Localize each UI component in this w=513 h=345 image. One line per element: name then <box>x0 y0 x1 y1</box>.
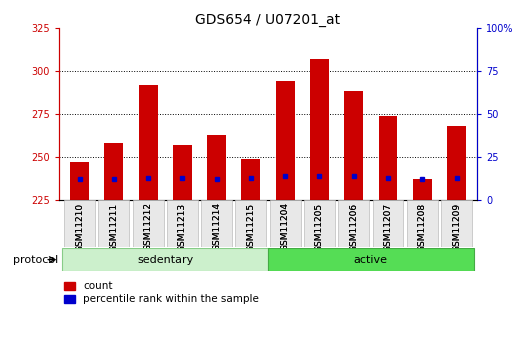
Text: GSM11211: GSM11211 <box>109 203 119 252</box>
Text: GSM11205: GSM11205 <box>315 203 324 252</box>
Text: GSM11210: GSM11210 <box>75 203 84 252</box>
FancyBboxPatch shape <box>167 200 198 247</box>
Bar <box>268 248 473 271</box>
FancyBboxPatch shape <box>372 200 403 247</box>
Legend: count, percentile rank within the sample: count, percentile rank within the sample <box>64 281 259 304</box>
Text: GSM11207: GSM11207 <box>384 203 392 252</box>
Bar <box>105 143 123 200</box>
FancyBboxPatch shape <box>133 200 164 247</box>
Bar <box>344 91 363 200</box>
Text: GSM11206: GSM11206 <box>349 203 358 252</box>
FancyBboxPatch shape <box>64 200 95 247</box>
FancyBboxPatch shape <box>235 200 266 247</box>
FancyBboxPatch shape <box>98 200 129 247</box>
Text: GSM11209: GSM11209 <box>452 203 461 252</box>
Text: protocol: protocol <box>13 255 58 265</box>
Bar <box>447 126 466 200</box>
Text: sedentary: sedentary <box>137 255 193 265</box>
Text: GSM11206: GSM11206 <box>349 203 358 252</box>
FancyBboxPatch shape <box>201 200 232 247</box>
Text: GSM11213: GSM11213 <box>178 203 187 252</box>
Text: GSM11215: GSM11215 <box>246 203 255 252</box>
Text: GSM11205: GSM11205 <box>315 203 324 252</box>
FancyBboxPatch shape <box>270 200 301 247</box>
Text: GSM11209: GSM11209 <box>452 203 461 252</box>
Bar <box>139 85 157 200</box>
Text: GSM11214: GSM11214 <box>212 203 221 252</box>
Text: GSM11210: GSM11210 <box>75 203 84 252</box>
Bar <box>70 162 89 200</box>
Text: active: active <box>354 255 388 265</box>
Text: GSM11207: GSM11207 <box>384 203 392 252</box>
FancyBboxPatch shape <box>441 200 472 247</box>
Text: GSM11212: GSM11212 <box>144 203 152 252</box>
Bar <box>242 159 260 200</box>
Text: GSM11208: GSM11208 <box>418 203 427 252</box>
Bar <box>207 135 226 200</box>
FancyBboxPatch shape <box>407 200 438 247</box>
Text: GSM11204: GSM11204 <box>281 203 290 252</box>
FancyBboxPatch shape <box>304 200 335 247</box>
Text: GSM11215: GSM11215 <box>246 203 255 252</box>
Bar <box>276 81 294 200</box>
Bar <box>173 145 192 200</box>
Text: GSM11213: GSM11213 <box>178 203 187 252</box>
Text: GSM11211: GSM11211 <box>109 203 119 252</box>
Bar <box>310 59 329 200</box>
Text: GSM11204: GSM11204 <box>281 203 290 252</box>
FancyBboxPatch shape <box>338 200 369 247</box>
Title: GDS654 / U07201_at: GDS654 / U07201_at <box>195 12 341 27</box>
Text: GSM11214: GSM11214 <box>212 203 221 252</box>
Text: GSM11208: GSM11208 <box>418 203 427 252</box>
Bar <box>63 248 268 271</box>
Bar <box>379 116 398 200</box>
Bar <box>413 179 431 200</box>
Text: GSM11212: GSM11212 <box>144 203 152 252</box>
